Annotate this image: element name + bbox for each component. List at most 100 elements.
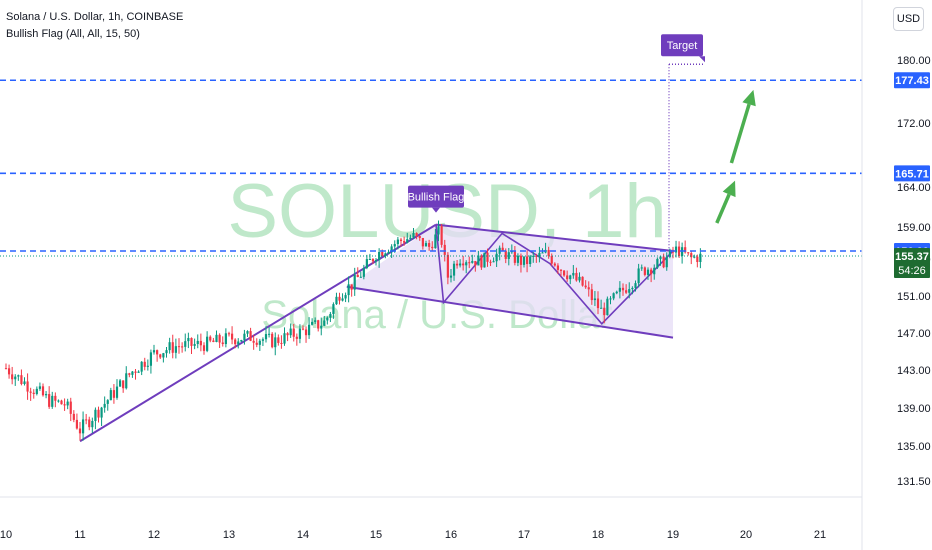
candle-body bbox=[274, 337, 277, 348]
candle-body bbox=[434, 234, 437, 249]
chart-legend: Solana / U.S. Dollar, 1h, COINBASE Bulli… bbox=[6, 9, 183, 43]
candle-body bbox=[140, 361, 143, 372]
candle-body bbox=[572, 272, 575, 276]
candle-body bbox=[165, 350, 168, 354]
candle-body bbox=[338, 296, 341, 301]
candle-body bbox=[350, 284, 353, 290]
candle-body bbox=[532, 255, 535, 257]
candle-body bbox=[125, 373, 128, 389]
candle-body bbox=[48, 394, 51, 407]
candle-body bbox=[286, 333, 289, 336]
candle-body bbox=[20, 375, 23, 385]
candle-body bbox=[54, 395, 57, 401]
candle-body bbox=[103, 403, 106, 408]
candle-body bbox=[347, 284, 350, 296]
x-tick-label: 21 bbox=[814, 529, 826, 541]
candle-body bbox=[575, 272, 578, 281]
y-tick-label: 135.00 bbox=[897, 441, 931, 453]
candle-body bbox=[32, 392, 35, 394]
candle-body bbox=[298, 328, 302, 339]
currency-button[interactable]: USD bbox=[893, 7, 924, 31]
bullish-flag-pattern bbox=[79, 223, 674, 443]
flag-fill bbox=[346, 224, 673, 338]
candle-body bbox=[202, 345, 206, 351]
candle-body bbox=[677, 246, 681, 257]
candle-body bbox=[374, 260, 378, 262]
x-tick-label: 12 bbox=[148, 529, 160, 541]
candle-body bbox=[406, 239, 409, 243]
candle-body bbox=[359, 276, 362, 278]
candle-body bbox=[449, 275, 453, 278]
y-tick-label: 131.50 bbox=[897, 476, 931, 488]
candle-body bbox=[495, 253, 498, 262]
target-label-pointer bbox=[699, 56, 705, 63]
target-label: Target bbox=[667, 40, 698, 52]
candle-body bbox=[38, 386, 42, 389]
candle-body bbox=[443, 244, 446, 255]
candle-body bbox=[631, 287, 634, 290]
candle-body bbox=[471, 261, 474, 263]
candle-body bbox=[668, 249, 671, 257]
x-tick-label: 17 bbox=[518, 529, 530, 541]
candle-body bbox=[590, 289, 593, 301]
candle-body bbox=[249, 331, 252, 341]
candle-body bbox=[215, 334, 218, 342]
candle-body bbox=[78, 428, 82, 434]
candle-body bbox=[653, 267, 656, 275]
x-tick-label: 15 bbox=[370, 529, 382, 541]
candle-body bbox=[255, 342, 258, 345]
target-label-box bbox=[661, 34, 703, 57]
y-tick-label: 172.00 bbox=[897, 118, 931, 130]
x-tick-label: 14 bbox=[297, 529, 309, 541]
candle-body bbox=[581, 276, 584, 286]
current-price-label: 155.37 bbox=[895, 251, 929, 263]
candle-body bbox=[562, 270, 566, 276]
candle-body bbox=[91, 420, 94, 428]
candle-body bbox=[57, 400, 60, 402]
y-tick-label: 143.00 bbox=[897, 365, 931, 377]
candle-body bbox=[196, 340, 199, 345]
candle-body bbox=[314, 320, 317, 322]
candle-body bbox=[243, 333, 246, 341]
candle-body bbox=[134, 371, 137, 373]
pattern-label-pointer bbox=[432, 207, 440, 213]
candle-body bbox=[628, 289, 631, 293]
candle-body bbox=[209, 336, 212, 341]
x-tick-label: 16 bbox=[445, 529, 457, 541]
current-price-countdown: 54:26 bbox=[898, 265, 926, 277]
candle-body bbox=[569, 275, 572, 280]
candle-body bbox=[29, 391, 32, 393]
projection-arrow-head bbox=[742, 89, 756, 107]
y-tick-label: 139.00 bbox=[897, 403, 931, 415]
candle-body bbox=[289, 328, 292, 336]
candle-body bbox=[566, 275, 569, 280]
candle-body bbox=[362, 267, 365, 277]
candle-body bbox=[193, 344, 196, 346]
candle-body bbox=[307, 324, 311, 336]
candle-body bbox=[365, 259, 368, 268]
flag-upper-line bbox=[435, 223, 674, 252]
candle-body bbox=[301, 328, 305, 330]
candle-body bbox=[317, 320, 320, 329]
symbol-title: Solana / U.S. Dollar, 1h, COINBASE bbox=[6, 11, 184, 23]
candle-body bbox=[206, 336, 209, 351]
pattern-label-box bbox=[408, 185, 464, 208]
candle-body bbox=[240, 340, 243, 342]
candle-body bbox=[252, 340, 255, 343]
candle-body bbox=[190, 337, 193, 346]
candle-body bbox=[516, 255, 520, 263]
candle-body bbox=[489, 261, 492, 263]
candle-body bbox=[168, 342, 171, 351]
indicator-title: Bullish Flag (All, All, 15, 50) bbox=[6, 28, 140, 40]
candle-body bbox=[115, 386, 119, 398]
candle-body bbox=[63, 404, 66, 406]
current-price-badge bbox=[894, 248, 930, 279]
candle-body bbox=[693, 256, 696, 258]
candle-body bbox=[344, 295, 347, 299]
candle-body bbox=[609, 298, 612, 300]
candle-body bbox=[522, 256, 526, 265]
candle-body bbox=[246, 331, 249, 334]
candle-body bbox=[51, 395, 54, 407]
candle-body bbox=[264, 334, 268, 340]
